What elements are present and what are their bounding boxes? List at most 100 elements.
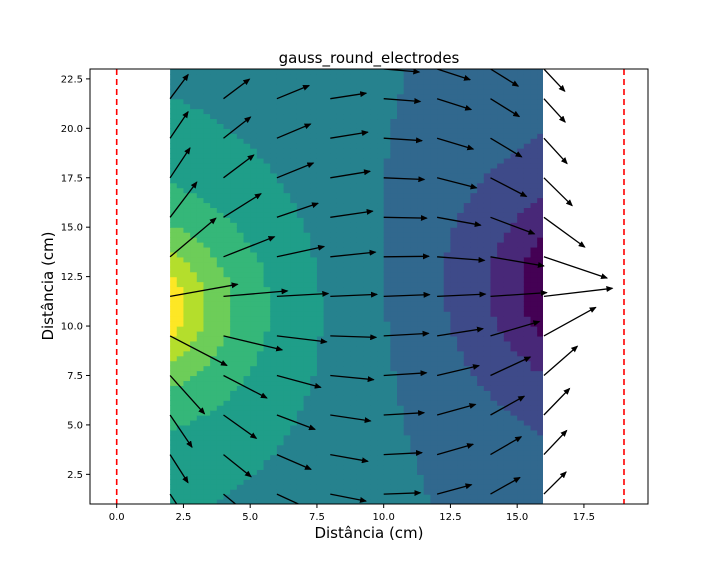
contour-cell (350, 405, 358, 411)
contour-cell (490, 424, 498, 431)
contour-cell (503, 113, 512, 120)
contour-cell (457, 157, 465, 164)
contour-cell (363, 217, 371, 223)
contour-cell (170, 78, 178, 85)
contour-cell (170, 469, 178, 475)
contour-cell (216, 217, 225, 223)
contour-cell (423, 153, 431, 159)
contour-cell (303, 311, 311, 317)
field-arrow (276, 244, 326, 258)
contour-cell (210, 494, 218, 500)
contour-cell (350, 380, 358, 386)
contour-cell (537, 148, 543, 154)
contour-cell (303, 167, 311, 174)
contour-cell (316, 494, 325, 500)
contour-cell (510, 251, 518, 258)
contour-cell (403, 93, 411, 100)
contour-cell (370, 326, 378, 332)
contour-cell (390, 157, 398, 164)
contour-cell (490, 108, 498, 115)
contour-cell (190, 78, 198, 85)
contour-cell (276, 429, 285, 436)
contour-cell (250, 484, 258, 490)
contour-cell (343, 276, 351, 283)
contour-cell (530, 390, 538, 396)
contour-cell (230, 395, 238, 401)
contour-cell (503, 177, 512, 184)
contour-cell (363, 410, 371, 416)
contour-cell (463, 350, 472, 357)
contour-cell (243, 143, 251, 149)
contour-cell (390, 172, 398, 179)
contour-cell (503, 390, 512, 396)
contour-cell (236, 286, 245, 293)
contour-cell (470, 316, 478, 322)
contour-cell (216, 380, 225, 386)
contour-cell (470, 410, 478, 416)
contour-cell (223, 207, 231, 213)
contour-cell (343, 474, 351, 480)
contour-cell (283, 464, 291, 470)
contour-cell (263, 335, 271, 342)
contour-cell (223, 321, 231, 327)
contour-cell (323, 464, 331, 470)
contour-cell (196, 232, 205, 238)
contour-cell (263, 474, 271, 480)
contour-cell (350, 167, 358, 174)
contour-cell (270, 474, 278, 480)
contour-cell (256, 256, 265, 263)
contour-cell (336, 182, 345, 189)
contour-cell (356, 340, 365, 347)
contour-cell (457, 197, 465, 204)
contour-cell (503, 162, 512, 169)
contour-cell (537, 237, 543, 243)
contour-cell (263, 88, 271, 95)
contour-cell (383, 271, 391, 278)
contour-cell (203, 172, 211, 179)
contour-cell (417, 123, 425, 129)
contour-cell (370, 113, 378, 120)
contour-cell (443, 276, 452, 283)
contour-cell (403, 162, 411, 169)
contour-cell (383, 444, 391, 451)
contour-cell (450, 157, 458, 164)
contour-cell (303, 326, 311, 332)
contour-cell (170, 306, 178, 312)
contour-cell (310, 227, 318, 233)
field-arrow (330, 493, 367, 503)
contour-cell (350, 266, 358, 273)
contour-cell (296, 484, 305, 490)
contour-cell (190, 153, 198, 159)
contour-cell (243, 311, 251, 317)
contour-cell (343, 266, 351, 273)
contour-cell (383, 459, 391, 466)
contour-cell (377, 469, 385, 475)
contour-cell (517, 266, 525, 273)
contour-cell (463, 434, 472, 441)
contour-cell (190, 133, 198, 139)
contour-cell (483, 276, 492, 283)
contour-cell (437, 296, 445, 302)
contour-cell (483, 98, 492, 105)
contour-cell (490, 419, 498, 426)
contour-cell (510, 444, 518, 451)
contour-cell (483, 291, 492, 297)
contour-cell (343, 237, 351, 243)
contour-cell (437, 335, 445, 342)
contour-cell (323, 162, 331, 169)
contour-cell (370, 157, 378, 164)
contour-cell (236, 494, 245, 500)
contour-cell (537, 330, 543, 337)
contour-cell (316, 237, 325, 243)
contour-cell (283, 256, 291, 263)
contour-cell (196, 424, 205, 431)
contour-cell (497, 177, 505, 184)
contour-cell (243, 276, 251, 283)
contour-cell (336, 405, 345, 411)
contour-cell (423, 73, 431, 80)
contour-cell (497, 415, 505, 421)
contour-cell (176, 326, 185, 332)
contour-cell (463, 251, 472, 258)
contour-cell (517, 474, 525, 480)
contour-cell (276, 415, 285, 421)
